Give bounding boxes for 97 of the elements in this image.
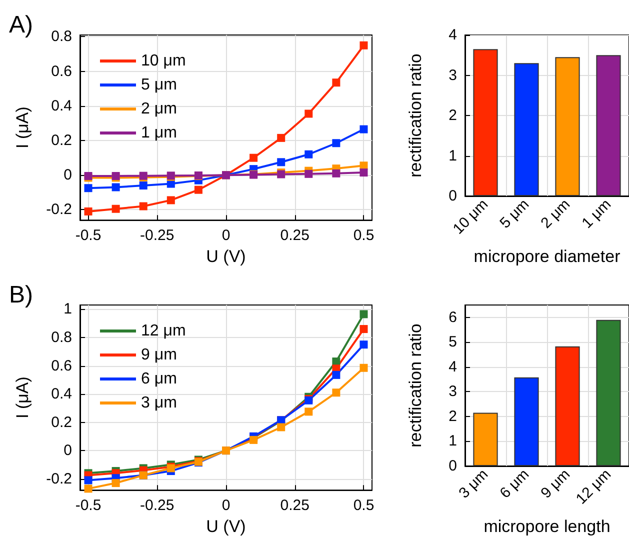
point <box>139 202 148 210</box>
point <box>112 479 120 488</box>
bar <box>514 63 539 196</box>
y-tick-label: 0.6 <box>51 62 72 80</box>
x-axis-title: U (V) <box>206 247 246 266</box>
legend-label: 9 μm <box>141 346 177 364</box>
y-tick-label: 4 <box>448 26 457 44</box>
y-tick-label: 6 <box>448 308 457 326</box>
y-tick-label: 0.4 <box>51 386 72 403</box>
point <box>277 134 286 142</box>
legend-label: 3 μm <box>141 394 177 412</box>
y-tick-label: 0.8 <box>51 28 72 46</box>
x-tick-label: 2 μm <box>538 196 574 232</box>
point <box>194 186 202 194</box>
y-tick-label: 0 <box>64 166 72 184</box>
legend-label: 6 μm <box>141 370 177 388</box>
point <box>84 207 92 216</box>
point <box>84 484 92 493</box>
y-tick-label: 0.4 <box>51 97 72 114</box>
x-tick-label: 0.5 <box>353 497 374 514</box>
point <box>332 169 340 178</box>
x-tick-label: 0.5 <box>353 227 374 244</box>
point <box>360 168 368 177</box>
x-tick-label: -0.25 <box>140 227 174 244</box>
legend-label: 5 μm <box>141 76 177 94</box>
point <box>277 423 286 432</box>
point <box>250 154 258 162</box>
legend-label: 1 μm <box>141 124 177 142</box>
y-tick-label: 1 <box>448 432 457 450</box>
x-tick-label: 0.25 <box>280 227 310 244</box>
point <box>84 184 92 192</box>
x-tick-label: 9 μm <box>538 466 574 502</box>
y-tick-label: 1 <box>64 300 72 318</box>
y-tick-label: 4 <box>448 358 457 376</box>
point <box>360 41 368 50</box>
y-tick-label: 3 <box>448 66 457 84</box>
point <box>304 170 313 178</box>
y-tick-label: 0.2 <box>51 132 72 150</box>
point <box>139 182 148 190</box>
point <box>332 388 340 397</box>
x-tick-label: -0.5 <box>75 227 102 244</box>
x-tick-label: 5 μm <box>496 196 533 232</box>
y-tick-label: 0.6 <box>51 357 72 374</box>
chart-title: B) <box>9 282 33 308</box>
point <box>304 150 313 158</box>
chart-title: A) <box>9 12 33 38</box>
bar <box>514 377 539 466</box>
point <box>360 364 368 372</box>
bar <box>596 320 621 466</box>
y-axis-title: rectification ratio <box>406 324 425 448</box>
bar <box>555 346 580 466</box>
x-tick-label: 0 <box>222 497 230 514</box>
bar <box>555 57 580 196</box>
x-tick-label: 3 μm <box>456 466 492 502</box>
y-tick-label: -0.2 <box>46 201 72 218</box>
y-tick-label: 2 <box>448 408 457 425</box>
point <box>332 78 340 87</box>
legend-label: 12 μm <box>141 322 186 340</box>
x-tick-label: 1 μm <box>578 196 615 232</box>
point <box>112 183 120 192</box>
x-tick-label: 0.25 <box>280 497 310 514</box>
x-tick-label: -0.5 <box>75 497 102 514</box>
x-axis-title: U (V) <box>206 517 246 536</box>
y-axis-title: I (μA) <box>13 376 32 419</box>
point <box>166 196 175 204</box>
x-tick-label: -0.25 <box>140 497 174 514</box>
point <box>277 158 286 166</box>
y-tick-label: 0 <box>64 442 72 460</box>
y-tick-label: 2 <box>448 107 457 124</box>
bar <box>473 412 498 466</box>
point <box>304 110 313 118</box>
point <box>304 408 313 416</box>
x-tick-label: 12 μm <box>572 466 615 508</box>
x-tick-label: 0 <box>222 227 230 244</box>
point <box>360 125 368 134</box>
y-tick-label: 5 <box>448 334 457 351</box>
y-axis-title: rectification ratio <box>406 54 425 178</box>
y-tick-label: -0.2 <box>46 470 72 488</box>
point <box>332 370 340 379</box>
x-axis-title: micropore length <box>484 517 610 536</box>
point <box>84 476 92 484</box>
x-tick-label: 6 μm <box>496 466 533 502</box>
point <box>112 204 120 213</box>
point <box>360 325 368 334</box>
point <box>332 139 340 148</box>
legend-label: 2 μm <box>141 100 177 118</box>
y-tick-label: 0.8 <box>51 329 72 346</box>
y-tick-label: 0.2 <box>51 414 72 431</box>
y-tick-label: 3 <box>448 383 457 400</box>
legend-label: 10 μm <box>141 52 186 70</box>
bar <box>596 55 621 196</box>
y-axis-title: I (μA) <box>13 106 32 149</box>
point <box>360 340 368 349</box>
y-tick-label: 1 <box>448 147 457 164</box>
bar <box>473 49 498 196</box>
point <box>360 310 368 318</box>
x-axis-title: micropore diameter <box>474 247 621 266</box>
